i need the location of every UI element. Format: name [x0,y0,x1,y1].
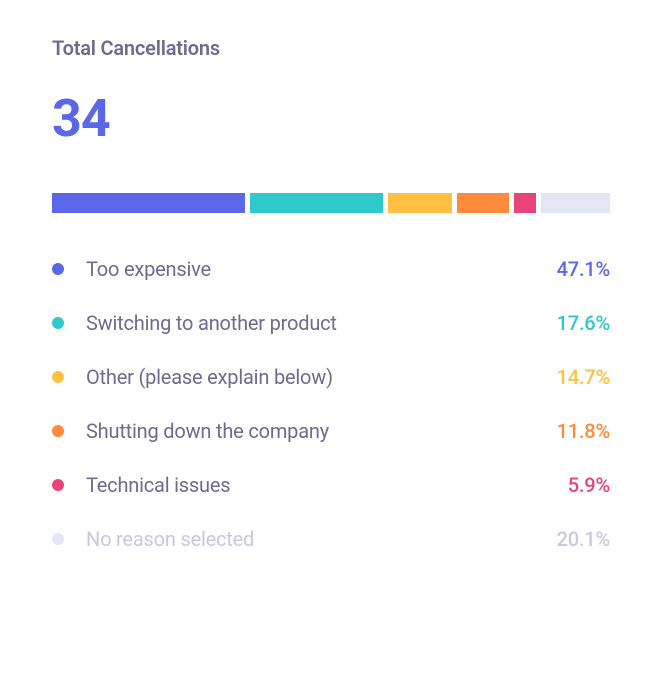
legend-label: No reason selected [86,527,254,551]
bar-segment-4 [514,193,535,213]
legend-dot-icon [52,533,64,545]
legend-row: No reason selected 20.1% [52,527,610,551]
legend-row: Other (please explain below) 14.7% [52,365,610,389]
legend: Too expensive 47.1% Switching to another p… [52,257,610,551]
bar-segment-1 [250,193,383,213]
legend-value: 11.8% [557,419,610,443]
legend-value: 47.1% [557,257,610,281]
total-cancellations-value: 34 [52,88,610,149]
legend-value: 20.1% [557,527,610,551]
legend-dot-icon [52,425,64,437]
legend-label: Switching to another product [86,311,337,335]
legend-value: 5.9% [568,473,610,497]
legend-value: 17.6% [557,311,610,335]
legend-dot-icon [52,479,64,491]
legend-label: Too expensive [86,257,211,281]
legend-label: Other (please explain below) [86,365,333,389]
legend-row: Switching to another product 17.6% [52,311,610,335]
legend-row: Technical issues 5.9% [52,473,610,497]
bar-segment-5 [541,193,610,213]
bar-segment-2 [388,193,452,213]
chart-title: Total Cancellations [52,36,610,60]
legend-row: Too expensive 47.1% [52,257,610,281]
stacked-bar-chart [52,193,610,213]
legend-label: Technical issues [86,473,230,497]
bar-segment-0 [52,193,245,213]
legend-row: Shutting down the company 11.8% [52,419,610,443]
legend-dot-icon [52,317,64,329]
bar-segment-3 [457,193,509,213]
legend-label: Shutting down the company [86,419,329,443]
legend-dot-icon [52,371,64,383]
legend-dot-icon [52,263,64,275]
legend-value: 14.7% [557,365,610,389]
